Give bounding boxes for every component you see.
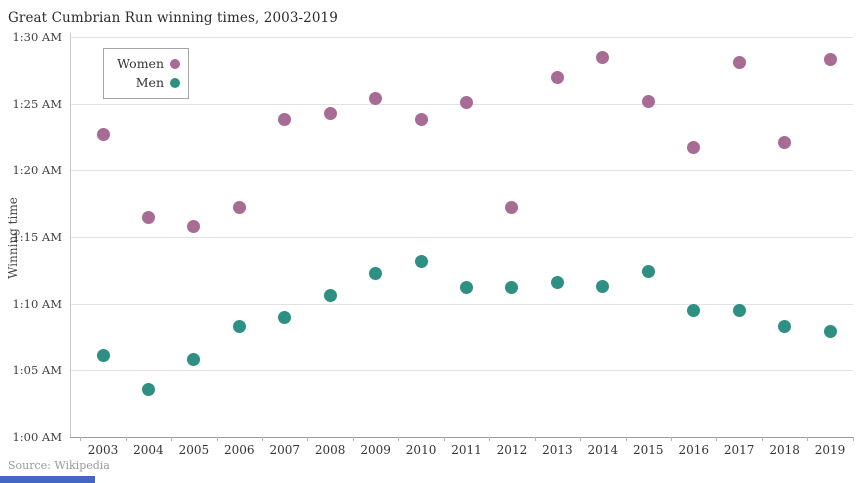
x-axis-tick-label: 2008 xyxy=(314,443,346,457)
x-axis-tick-label: 2007 xyxy=(269,443,301,457)
y-axis-tick-label: 1:20 AM xyxy=(12,163,62,178)
x-axis-tick-label: 2019 xyxy=(814,443,846,457)
chart-title: Great Cumbrian Run winning times, 2003-2… xyxy=(8,10,338,26)
x-axis-tick xyxy=(443,437,445,441)
data-point-women-2018[interactable] xyxy=(778,135,792,149)
x-axis-tick-label: 2003 xyxy=(87,443,119,457)
y-axis-tick-label: 1:30 AM xyxy=(12,30,62,44)
data-point-women-2011[interactable] xyxy=(460,95,474,109)
x-axis-tick xyxy=(171,437,173,441)
x-axis-tick-label: 2011 xyxy=(451,443,482,457)
x-axis-tick xyxy=(671,437,672,441)
x-axis-tick-label: 2009 xyxy=(360,443,391,457)
data-point-women-2012[interactable] xyxy=(505,201,519,215)
data-point-men-2016[interactable] xyxy=(687,303,701,317)
data-point-women-2004[interactable] xyxy=(141,210,155,224)
gridline-1-20-AM xyxy=(70,170,853,172)
x-axis-tick xyxy=(398,437,400,441)
data-point-women-2009[interactable] xyxy=(369,91,383,105)
x-axis-tick-label: 2006 xyxy=(224,443,255,457)
y-axis-tick-label: 1:10 AM xyxy=(12,296,62,311)
data-point-men-2009[interactable] xyxy=(369,266,383,280)
gridline-1-00-AM xyxy=(70,437,853,438)
x-axis-tick-label: 2018 xyxy=(769,443,800,457)
data-point-men-2019[interactable] xyxy=(823,325,837,339)
data-point-women-2013[interactable] xyxy=(550,70,564,84)
y-axis-tick-label: 1:00 AM xyxy=(12,430,62,444)
x-axis-tick xyxy=(807,437,809,441)
x-axis-tick-label: 2017 xyxy=(723,443,755,457)
data-point-men-2008[interactable] xyxy=(323,289,337,303)
legend-entry-men: Men xyxy=(104,73,188,92)
x-axis-tick xyxy=(625,437,627,441)
x-axis-tick xyxy=(534,437,536,441)
x-axis-tick xyxy=(352,437,354,441)
data-point-men-2007[interactable] xyxy=(278,310,292,324)
legend-dot-women xyxy=(170,58,180,69)
y-axis-line xyxy=(70,33,71,437)
x-axis-tick-label: 2012 xyxy=(496,443,528,457)
x-axis-tick xyxy=(852,437,854,441)
legend: Women Men xyxy=(103,48,189,99)
data-point-women-2016[interactable] xyxy=(687,141,701,155)
y-axis-tick-label: 1:15 AM xyxy=(12,230,62,244)
data-point-women-2005[interactable] xyxy=(187,219,201,233)
data-point-men-2012[interactable] xyxy=(505,281,519,295)
data-point-men-2006[interactable] xyxy=(232,319,246,333)
data-point-women-2015[interactable] xyxy=(641,94,655,108)
data-point-men-2004[interactable] xyxy=(141,382,155,396)
bottom-left-blue-strip xyxy=(0,476,95,483)
x-axis-tick-label: 2010 xyxy=(405,443,437,457)
x-axis-tick xyxy=(80,437,82,441)
legend-entry-women: Women xyxy=(104,54,188,73)
x-axis-tick-label: 2005 xyxy=(178,443,210,457)
data-point-men-2014[interactable] xyxy=(596,279,610,293)
x-axis-tick-label: 2016 xyxy=(678,443,709,457)
data-point-men-2013[interactable] xyxy=(550,275,564,289)
x-axis-tick-label: 2004 xyxy=(133,443,164,457)
gridline-1-10-AM xyxy=(70,303,853,305)
data-point-women-2010[interactable] xyxy=(414,113,428,127)
x-axis-tick xyxy=(716,437,718,441)
data-point-men-2018[interactable] xyxy=(778,319,792,333)
data-point-women-2007[interactable] xyxy=(278,113,292,127)
data-point-women-2008[interactable] xyxy=(323,106,337,120)
x-axis-tick xyxy=(489,437,491,441)
x-axis-tick xyxy=(761,437,763,441)
data-point-women-2014[interactable] xyxy=(596,50,610,64)
data-point-men-2003[interactable] xyxy=(96,349,110,363)
gridline-1-30-AM xyxy=(70,37,853,38)
y-axis-tick-label: 1:25 AM xyxy=(12,96,62,111)
legend-dot-men xyxy=(170,77,180,88)
data-point-men-2005[interactable] xyxy=(187,353,201,367)
x-axis-tick-label: 2013 xyxy=(542,443,573,457)
data-point-men-2015[interactable] xyxy=(641,265,655,279)
x-axis-tick xyxy=(216,437,218,441)
data-point-men-2011[interactable] xyxy=(460,281,474,295)
data-point-women-2006[interactable] xyxy=(232,201,246,215)
x-axis-tick-label: 2015 xyxy=(632,443,664,457)
legend-label-men: Men xyxy=(135,75,164,90)
source-note: Source: Wikipedia xyxy=(8,459,110,472)
data-point-women-2017[interactable] xyxy=(732,55,746,69)
x-axis-tick-label: 2014 xyxy=(587,443,619,457)
data-point-women-2019[interactable] xyxy=(823,53,837,67)
x-axis-tick xyxy=(125,437,127,441)
data-point-men-2010[interactable] xyxy=(414,254,428,268)
y-axis-tick-label: 1:05 AM xyxy=(12,363,62,378)
x-axis-tick xyxy=(262,437,264,441)
x-axis-tick xyxy=(307,437,309,441)
gridline-1-05-AM xyxy=(70,370,853,372)
data-point-women-2003[interactable] xyxy=(96,127,110,141)
gridline-1-15-AM xyxy=(70,237,853,238)
data-point-men-2017[interactable] xyxy=(732,303,746,317)
legend-label-women: Women xyxy=(117,56,164,71)
x-axis-tick xyxy=(580,437,582,441)
